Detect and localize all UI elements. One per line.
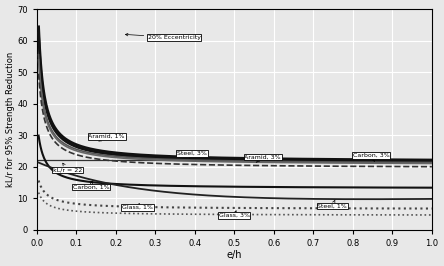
- Text: kL/r = 22: kL/r = 22: [53, 163, 82, 172]
- Text: Aramid, 3%: Aramid, 3%: [244, 155, 281, 163]
- Text: Glass, 1%: Glass, 1%: [122, 203, 153, 210]
- Text: Carbon, 1%: Carbon, 1%: [72, 181, 109, 190]
- Text: 20% Eccentricity: 20% Eccentricity: [126, 33, 201, 40]
- Text: Steel, 1%: Steel, 1%: [317, 200, 347, 209]
- Text: Aramid, 1%: Aramid, 1%: [88, 134, 125, 141]
- Text: Steel, 3%: Steel, 3%: [177, 151, 207, 158]
- Text: Glass, 3%: Glass, 3%: [218, 211, 250, 218]
- X-axis label: e/h: e/h: [227, 251, 242, 260]
- Text: Carbon, 3%: Carbon, 3%: [353, 153, 390, 162]
- Y-axis label: kL/r for 95% Strength Reduction: kL/r for 95% Strength Reduction: [6, 52, 15, 187]
